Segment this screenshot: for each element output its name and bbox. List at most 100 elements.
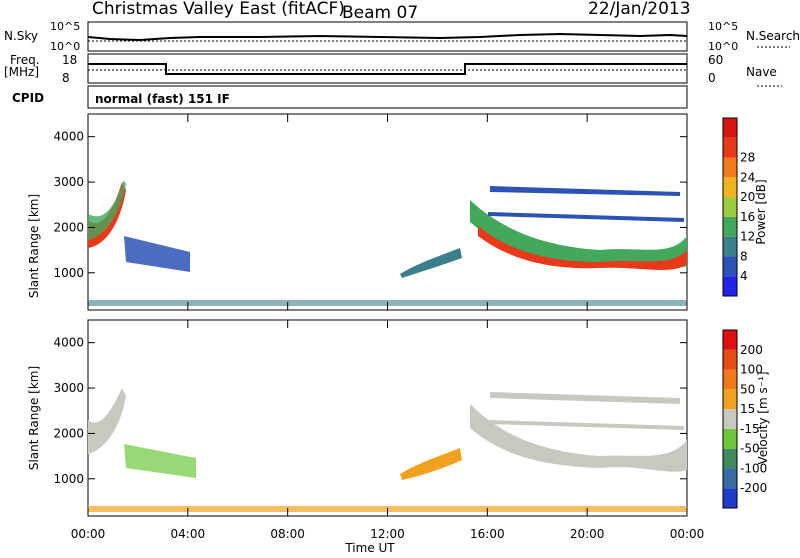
velocity-data-blobs (88, 388, 687, 512)
colorbar-segment (723, 409, 737, 429)
nsearch-tick-high: 10^5 (708, 20, 738, 33)
power-data-blobs (88, 180, 687, 306)
power-band-upper-2 (488, 212, 684, 222)
colorbar-segment (723, 216, 737, 237)
freq-tick-low: 8 (62, 71, 70, 85)
colorbar-tick-label: -15 (740, 422, 760, 436)
date-label: 22/Jan/2013 (588, 0, 691, 19)
x-tick-label: 04:00 (171, 527, 206, 541)
nave-label: Nave (746, 65, 777, 79)
nsearch-tick-low: 10^0 (708, 40, 738, 53)
x-tick-label: 00:00 (71, 527, 106, 541)
velocity-plot-frame (87, 319, 688, 517)
power-yticks: 1000 2000 3000 4000 (53, 130, 687, 280)
freq-tick-high: 18 (62, 53, 77, 67)
power-band-strong (478, 226, 687, 271)
colorbar-segment (723, 157, 737, 178)
cpid-value: normal (fast) 151 IF (95, 92, 230, 106)
colorbar-tick-label: -100 (740, 461, 767, 475)
y-tick-label: 2000 (53, 426, 84, 440)
station-title: Christmas Valley East (fitACF) (92, 0, 345, 19)
colorbar-segment (723, 488, 737, 508)
colorbar-segment (723, 118, 737, 138)
velocity-band-afternoon (470, 404, 687, 472)
colorbar-segment (723, 468, 737, 489)
time-axis: 00:00 04:00 08:00 12:00 16:00 20:00 00:00 (71, 114, 705, 541)
nave-tick-low: 0 (708, 71, 716, 85)
frequency-panel: Freq. [MHz] 18 8 60 0 Nave (4, 53, 782, 87)
velocity-colorbar: 200 100 50 15 -15 -50 -100 -200 (722, 329, 767, 509)
x-tick-label: 20:00 (570, 527, 605, 541)
nave-tick-high: 60 (708, 53, 723, 67)
power-blob-morning (124, 236, 190, 272)
colorbar-tick-label: 200 (740, 343, 763, 357)
power-colorbar-label: Power [dB] (754, 179, 768, 244)
power-panel: Slant Range [km] 1000 2000 3000 4000 4 8 12 16… (27, 113, 768, 311)
velocity-panel: Slant Range [km] 1000 2000 3000 4000 200 100… (27, 319, 770, 517)
time-axis-label: Time UT (344, 541, 395, 554)
colorbar-segment (723, 330, 737, 350)
nsearch-label: N.Search (746, 29, 800, 43)
colorbar-tick-label: 15 (740, 402, 755, 416)
power-colorbar: 4 8 12 16 20 24 28 (722, 117, 755, 297)
x-tick-label: 08:00 (270, 527, 305, 541)
y-tick-label: 1000 (53, 472, 84, 486)
mhz-label: [MHz] (4, 65, 39, 79)
y-tick-label: 1000 (53, 266, 84, 280)
nsky-label: N.Sky (4, 29, 38, 43)
colorbar-frame (722, 329, 738, 509)
power-plot-frame (87, 113, 688, 311)
power-blob-noon (400, 248, 462, 278)
nsky-tick-high: 10^5 (50, 20, 80, 33)
colorbar-tick-label: -200 (740, 481, 767, 495)
velocity-ylabel: Slant Range [km] (27, 366, 41, 470)
cpid-panel-frame (87, 85, 688, 109)
colorbar-segment (723, 197, 737, 217)
cpid-panel: CPID normal (fast) 151 IF (12, 85, 688, 109)
colorbar-segment (723, 448, 737, 469)
x-tick-label: 12:00 (370, 527, 405, 541)
nsky-tick-low: 10^0 (50, 40, 80, 53)
colorbar-tick-label: 4 (740, 269, 748, 283)
colorbar-segment (723, 177, 737, 198)
y-tick-label: 2000 (53, 220, 84, 234)
beam-label: Beam 07 (342, 3, 418, 23)
colorbar-frame (722, 117, 738, 297)
colorbar-segment (723, 428, 737, 449)
colorbar-tick-label: 100 (740, 363, 763, 377)
velocity-yticks: 1000 2000 3000 4000 (53, 336, 687, 486)
power-ylabel: Slant Range [km] (27, 194, 41, 298)
velocity-blob-noon (400, 448, 462, 480)
velocity-band-upper-2 (488, 420, 684, 430)
colorbar-segment (723, 369, 737, 390)
y-tick-label: 4000 (53, 336, 84, 350)
power-band-afternoon (470, 200, 687, 268)
colorbar-segment (723, 256, 737, 277)
nsky-trace (87, 32, 688, 42)
velocity-blob-morning (124, 444, 196, 478)
y-tick-label: 3000 (53, 381, 84, 395)
velocity-blob-left-arc (88, 388, 126, 454)
colorbar-tick-label: 8 (740, 249, 748, 263)
colorbar-segment (723, 276, 737, 296)
colorbar-tick-label: -50 (740, 442, 760, 456)
colorbar-segment (723, 137, 737, 158)
x-tick-label: 16:00 (470, 527, 505, 541)
colorbar-tick-label: 50 (740, 382, 755, 396)
colorbar-segment (723, 389, 737, 410)
frequency-panel-frame (87, 53, 688, 84)
colorbar-tick-label: 24 (740, 170, 755, 184)
colorbar-tick-label: 16 (740, 210, 755, 224)
x-tick-label: 00:00 (670, 527, 705, 541)
velocity-colorbar-label: Velocity [m s⁻¹] (756, 371, 770, 464)
cpid-label: CPID (12, 91, 44, 105)
power-blob-left-halo (88, 180, 126, 240)
power-band-upper (490, 186, 680, 196)
noise-panel: N.Sky 10^5 10^0 10^5 10^0 N.Search (4, 20, 800, 53)
colorbar-tick-label: 28 (740, 151, 755, 165)
y-tick-label: 4000 (53, 130, 84, 144)
colorbar-segment (723, 349, 737, 370)
frequency-trace (88, 63, 687, 75)
velocity-band-upper (490, 392, 680, 404)
